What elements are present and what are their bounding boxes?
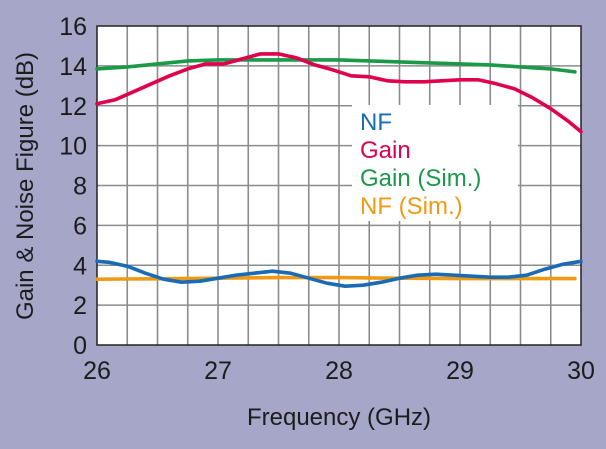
y-tick-label: 6: [73, 212, 87, 240]
y-axis-label: Gain & Noise Figure (dB): [12, 52, 39, 320]
x-tick-label: 27: [204, 357, 232, 385]
y-tick-label: 4: [73, 252, 87, 280]
plot-border: [96, 25, 582, 346]
tick-labels: 26 27 28 29 30 0 2 4 6 8 10 12 14 16: [59, 13, 595, 385]
y-tick-label: 16: [59, 13, 87, 41]
x-axis-label: Frequency (GHz): [247, 404, 431, 431]
series-line-nf: [95, 259, 583, 288]
y-tick-label: 10: [59, 133, 87, 161]
series-line-gain-sim: [95, 58, 577, 74]
x-tick-label: 29: [446, 357, 474, 385]
y-tick-label: 0: [73, 332, 87, 360]
y-tick-label: 12: [59, 93, 87, 121]
legend-entry-gain-sim: Gain (Sim.): [360, 165, 481, 192]
x-tick-label: 28: [325, 357, 353, 385]
legend-entry-nf: NF: [360, 109, 392, 136]
legend-entry-nf-sim: NF (Sim.): [360, 193, 463, 220]
y-tick-label: 2: [73, 292, 87, 320]
x-tick-label: 30: [567, 357, 595, 385]
series-line-gain: [95, 52, 583, 134]
legend-entry-gain: Gain: [360, 137, 411, 164]
y-tick-label: 14: [59, 53, 87, 81]
x-tick-label: 26: [83, 357, 111, 385]
series-lines: [95, 52, 583, 288]
legend-box: [352, 105, 518, 221]
y-tick-label: 8: [73, 173, 87, 201]
